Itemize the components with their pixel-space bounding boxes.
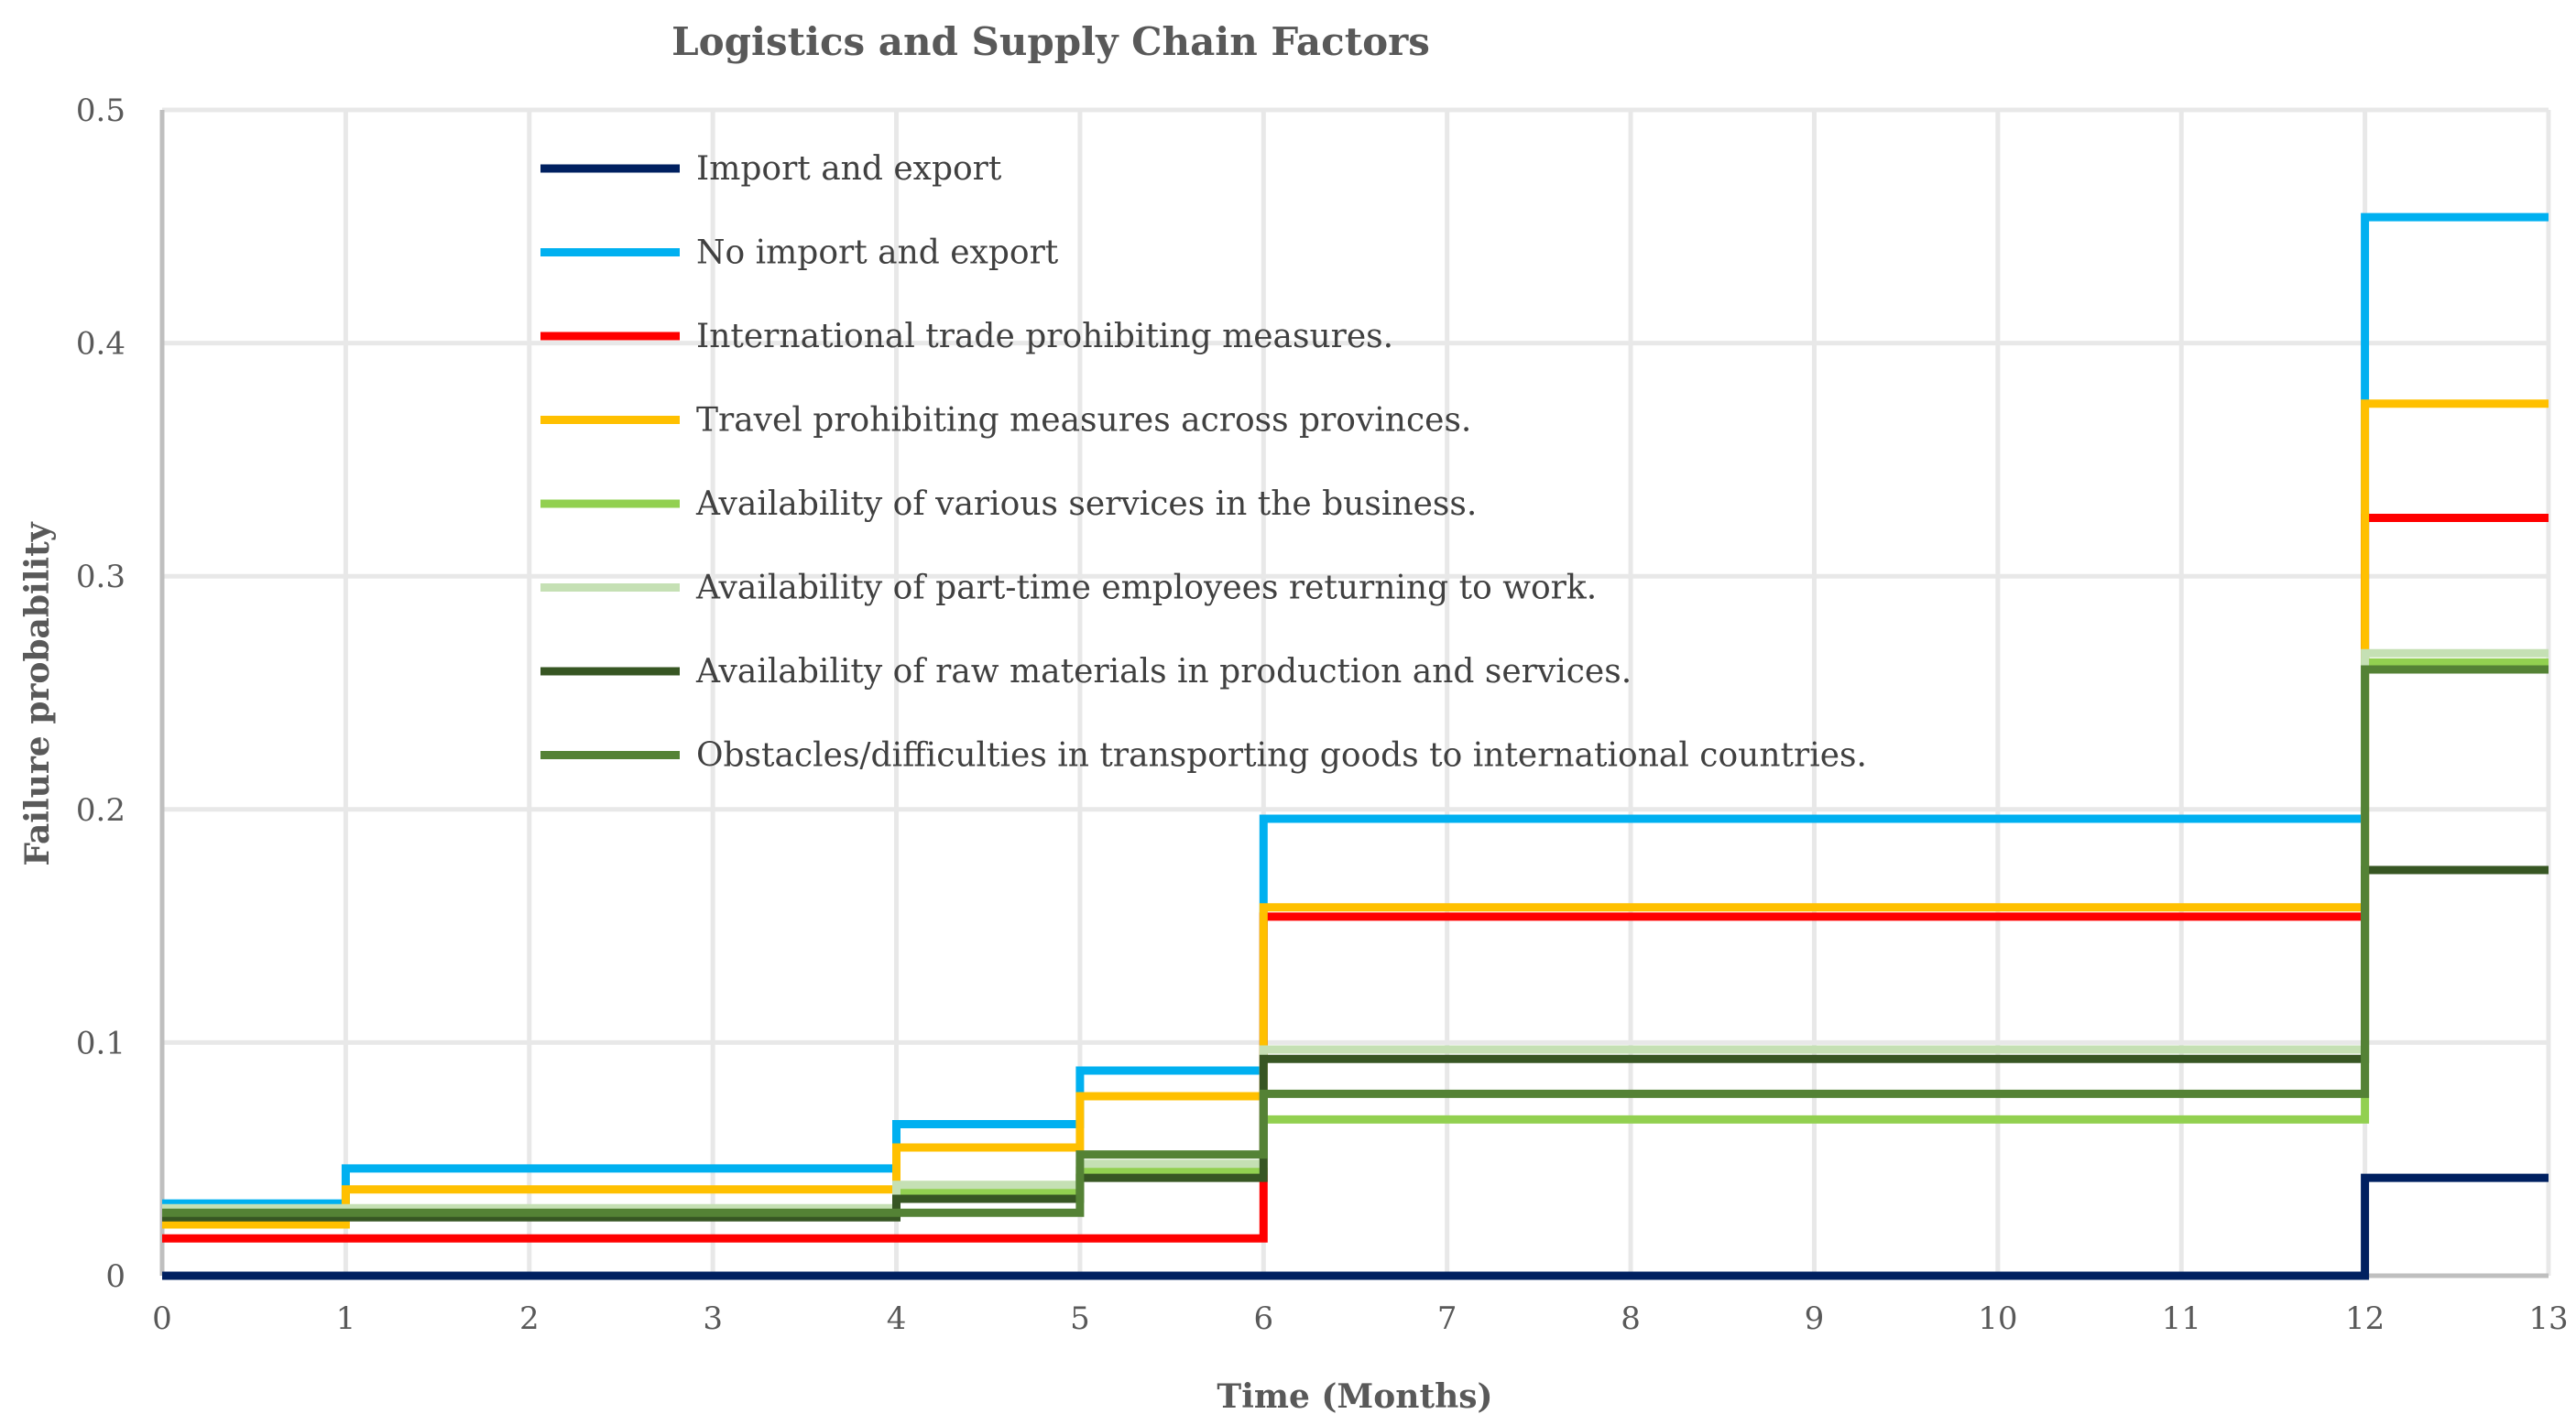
y-axis-ticks: 0 0.1 0.2 0.3 0.4 0.5	[76, 92, 126, 1295]
y-tick-label: 0.2	[76, 792, 126, 829]
legend-label: Availability of raw materials in product…	[695, 653, 1632, 691]
legend: Import and export No import and export Int…	[540, 150, 1867, 775]
y-tick-label: 0.5	[76, 92, 126, 129]
legend-label: No import and export	[696, 234, 1059, 272]
legend-label: Import and export	[696, 150, 1002, 188]
x-tick-label: 8	[1621, 1300, 1641, 1337]
y-tick-label: 0.1	[76, 1025, 126, 1061]
x-axis-label: Time (Months)	[1217, 1377, 1492, 1416]
y-axis-label: Failure probability	[18, 521, 57, 865]
gridlines	[159, 107, 2551, 1278]
y-tick-label: 0.3	[76, 559, 126, 595]
legend-label: Obstacles/difficulties in transporting g…	[696, 737, 1867, 775]
legend-label: Availability of part-time employees retu…	[695, 570, 1597, 607]
x-tick-label: 6	[1253, 1300, 1273, 1337]
x-tick-label: 5	[1070, 1300, 1090, 1337]
x-tick-label: 13	[2528, 1300, 2568, 1337]
series-line-4	[162, 399, 2549, 1229]
x-tick-label: 11	[2162, 1300, 2201, 1337]
x-tick-label: 3	[703, 1300, 723, 1337]
x-tick-label: 0	[152, 1300, 172, 1337]
legend-label: Availability of various services in the …	[695, 485, 1477, 523]
series-line-1	[162, 1173, 2549, 1280]
x-tick-label: 2	[519, 1300, 540, 1337]
x-tick-label: 9	[1805, 1300, 1825, 1337]
y-tick-label: 0	[105, 1258, 126, 1295]
x-tick-label: 10	[1978, 1300, 2017, 1337]
x-tick-label: 4	[887, 1300, 907, 1337]
axes	[159, 110, 2549, 1278]
legend-label: Travel prohibiting measures across provi…	[696, 402, 1471, 440]
x-tick-label: 7	[1437, 1300, 1457, 1337]
y-tick-label: 0.4	[76, 326, 126, 363]
chart-title: Logistics and Supply Chain Factors	[671, 19, 1430, 64]
x-axis-ticks: 0 1 2 3 4 5 6 7 8 9 10 11 12 13	[152, 1300, 2568, 1337]
series-line-8	[162, 665, 2549, 1217]
legend-label: International trade prohibiting measures…	[696, 318, 1393, 355]
x-tick-label: 1	[336, 1300, 356, 1337]
series-line-3	[162, 514, 2549, 1243]
x-tick-label: 12	[2345, 1300, 2385, 1337]
series-lines	[162, 212, 2549, 1280]
